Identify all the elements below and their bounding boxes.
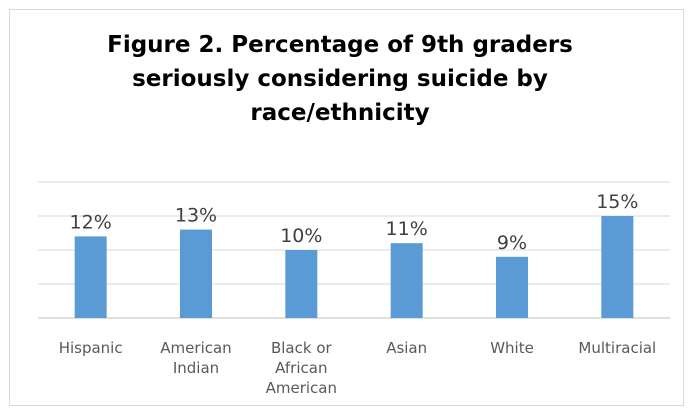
bar — [601, 216, 634, 318]
x-tick-label: American Indian — [160, 339, 231, 377]
x-tick-label: Hispanic — [59, 339, 123, 357]
x-tick-label: White — [490, 339, 534, 357]
data-label: 12% — [70, 211, 112, 233]
bars — [74, 216, 634, 318]
x-tick-label: Multiracial — [578, 339, 656, 357]
x-axis-tick-labels: Hispanic American Indian Black or African Ame… — [59, 339, 657, 397]
data-label: 15% — [596, 191, 638, 213]
data-labels: 12% 13% 10% 11% 9% 15% — [70, 191, 639, 254]
data-label: 13% — [175, 205, 217, 227]
x-tick-label: Asian — [386, 339, 427, 357]
data-label: 11% — [386, 218, 428, 240]
x-tick-label-line: Indian — [173, 359, 219, 377]
bar — [180, 229, 212, 318]
x-tick-label-line: Asian — [386, 339, 427, 357]
chart-frame — [9, 9, 684, 406]
bar — [390, 243, 423, 318]
x-tick-label-line: Hispanic — [59, 339, 123, 357]
x-tick-label-line: African — [275, 359, 327, 377]
x-tick-label: Black or African American — [266, 339, 337, 397]
bar — [496, 256, 528, 318]
gridlines — [38, 181, 670, 319]
x-tick-label-line: White — [490, 339, 534, 357]
x-tick-label-line: Multiracial — [578, 339, 656, 357]
x-tick-label-line: American — [266, 379, 337, 397]
chart-title: Figure 2. Percentage of 9th graders seri… — [107, 32, 573, 126]
data-label: 10% — [280, 225, 322, 247]
bar — [285, 250, 318, 318]
x-tick-label-line: American — [160, 339, 231, 357]
data-label: 9% — [497, 232, 527, 254]
bar — [74, 236, 107, 318]
x-tick-label-line: Black or — [271, 339, 333, 357]
